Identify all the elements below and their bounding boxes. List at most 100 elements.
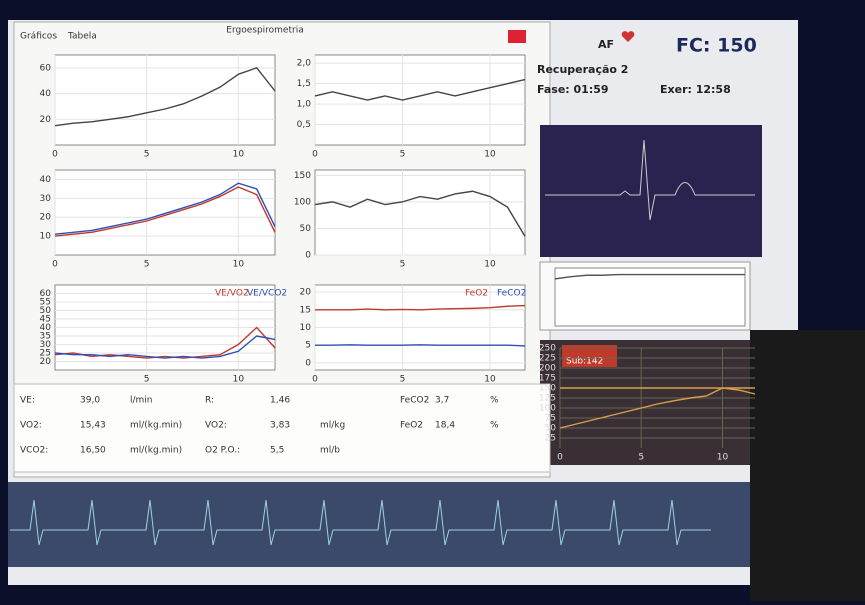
plot-area: [314, 169, 526, 256]
x-tick-label: 5: [144, 260, 150, 270]
x-tick-label: 0: [52, 260, 58, 270]
y-tick-label: 60: [40, 289, 52, 299]
series-line: [315, 344, 526, 347]
table-cell: VO2:: [20, 421, 42, 431]
x-tick-label: 0: [52, 150, 58, 160]
series-line: [54, 182, 276, 235]
x-tick-label: 5: [400, 260, 406, 270]
table-cell: 16,50: [80, 446, 106, 456]
y-tick-label: 40: [40, 323, 52, 333]
x-tick-label: 10: [233, 150, 245, 160]
y-tick-label: 45: [40, 315, 51, 325]
table-cell: 1,46: [270, 396, 290, 406]
y-tick-label: 0: [305, 358, 311, 368]
x-tick-label: 5: [400, 150, 406, 160]
window-title: Ergoespirometria: [226, 26, 303, 36]
legend-label: FeO2: [465, 289, 488, 299]
y-tick-label: 40: [40, 89, 52, 99]
table-cell: l/min: [130, 396, 153, 406]
y-tick-label: 15: [300, 305, 311, 315]
legend-label: FeCO2: [497, 289, 526, 299]
y-tick-label: 50: [545, 424, 557, 434]
table-cell: VO2:: [205, 421, 227, 431]
series-line: [314, 190, 526, 237]
series-line: [54, 326, 276, 359]
table-cell: R:: [205, 396, 214, 406]
exercise-time: Exer: 12:58: [660, 83, 731, 96]
y-tick-label: 20: [40, 115, 52, 125]
table-cell: 3,7: [435, 396, 449, 406]
heart-rate: FC: 150: [676, 35, 757, 57]
table-cell: VE:: [20, 396, 35, 406]
y-tick-label: 75: [545, 414, 556, 424]
series-line: [54, 335, 276, 359]
series-line: [54, 186, 276, 237]
x-tick-label: 5: [400, 375, 406, 385]
ecg-panel: [540, 125, 762, 257]
sub-badge: [562, 345, 617, 367]
table-cell: 3,83: [270, 421, 290, 431]
table-cell: 5,5: [270, 446, 284, 456]
x-tick-label: 5: [144, 375, 150, 385]
y-tick-label: 125: [539, 394, 556, 404]
series-line: [54, 67, 276, 127]
table-cell: 18,4: [435, 421, 455, 431]
y-tick-label: 50: [40, 306, 52, 316]
y-tick-label: 175: [539, 374, 556, 384]
x-tick-label: 5: [144, 150, 150, 160]
y-tick-label: 20: [40, 357, 52, 367]
y-tick-label: 1,5: [297, 79, 311, 89]
y-tick-label: 200: [539, 364, 556, 374]
y-tick-label: 50: [300, 224, 312, 234]
plot-area: [54, 169, 276, 256]
y-tick-label: 150: [539, 384, 556, 394]
table-cell: 39,0: [80, 396, 100, 406]
phase-time: Fase: 01:59: [537, 83, 609, 96]
y-tick-label: 40: [40, 175, 52, 185]
heart-icon: [621, 31, 635, 42]
table-cell: ml/(kg.min): [130, 421, 182, 431]
y-tick-label: 250: [539, 344, 556, 354]
ecg-strip: [8, 482, 798, 567]
table-cell: ml/kg: [320, 421, 345, 431]
plot-area: [54, 54, 276, 146]
y-tick-label: 30: [40, 340, 52, 350]
x-tick-label: 10: [484, 375, 496, 385]
table-cell: FeO2: [400, 421, 423, 431]
tab: Gráficos: [20, 32, 57, 42]
y-tick-label: 55: [40, 298, 51, 308]
plot-area: [554, 267, 746, 327]
plot-area: [314, 54, 526, 146]
x-tick-label: 0: [557, 453, 563, 463]
table-cell: %: [490, 421, 499, 431]
x-tick-label: 10: [233, 260, 245, 270]
y-tick-label: 0: [305, 251, 311, 261]
y-tick-label: 1,0: [297, 100, 312, 110]
x-tick-label: 0: [312, 375, 318, 385]
legend-label: VE/VCO2: [247, 289, 287, 299]
table-cell: %: [490, 396, 499, 406]
x-tick-label: 10: [484, 260, 496, 270]
phase: Recuperação 2: [537, 63, 628, 76]
table-cell: 15,43: [80, 421, 106, 431]
y-tick-label: 100: [539, 404, 556, 414]
y-tick-label: 100: [294, 197, 311, 207]
person-silhouette: [750, 330, 865, 601]
close-button[interactable]: [508, 30, 526, 43]
sub-label: Sub:142: [566, 357, 603, 367]
series-line: [314, 78, 526, 101]
x-tick-label: 0: [312, 150, 318, 160]
y-tick-label: 2,0: [297, 59, 312, 69]
x-tick-label: 10: [484, 150, 496, 160]
x-tick-label: 10: [717, 453, 729, 463]
legend-label: VE/VO2: [215, 289, 249, 299]
tab: Tabela: [67, 32, 97, 42]
y-tick-label: 5: [305, 341, 311, 351]
y-tick-label: 10: [40, 232, 52, 242]
table-cell: VCO2:: [20, 446, 48, 456]
table-cell: FeCO2: [400, 396, 429, 406]
y-tick-label: 20: [40, 213, 52, 223]
ecg-strip-trace: [10, 499, 711, 546]
